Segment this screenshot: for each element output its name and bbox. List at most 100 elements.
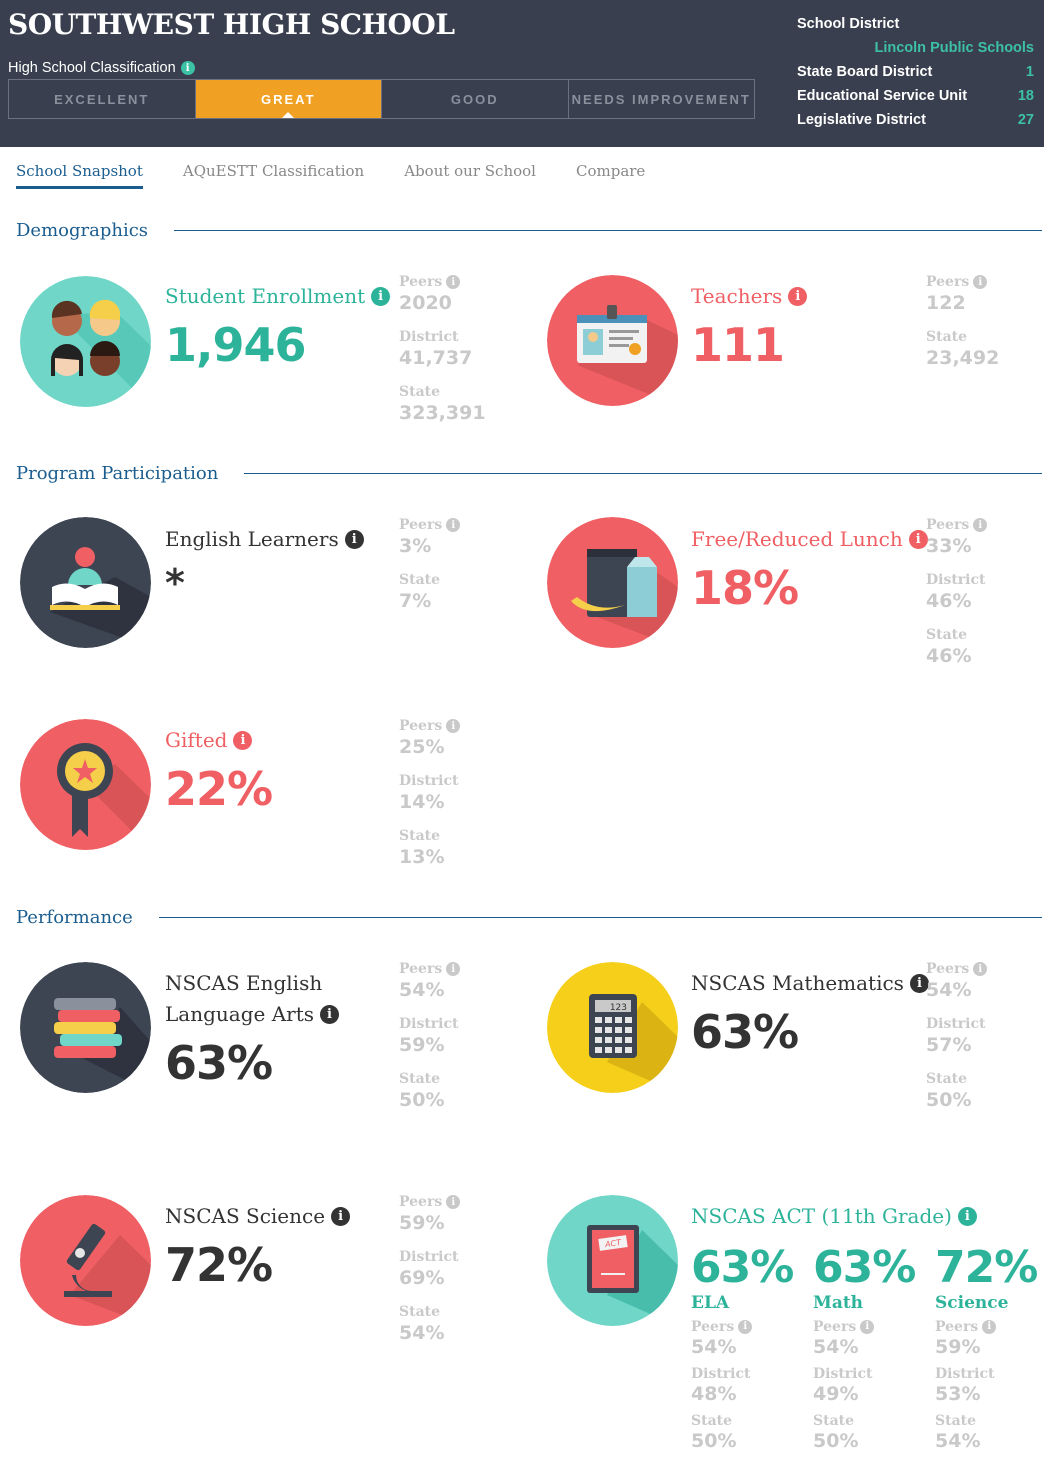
district-info-value: 27 [1017,112,1034,128]
info-icon[interactable]: i [344,530,364,549]
district-info-value: 1 [1025,64,1034,80]
info-icon[interactable]: i [446,1195,461,1209]
district-info-row: State Board District 1 [797,60,1034,84]
comparison-label: State [691,1412,733,1429]
info-icon[interactable]: i [738,1319,753,1334]
card-title-text: NSCAS Science [165,1204,326,1228]
comparison-value: 54% [691,1336,737,1358]
comparison-label: Peers i [399,515,461,535]
gifted-value: 22% [165,762,273,816]
info-icon[interactable]: i [860,1319,875,1334]
comparison-label: District [399,1016,459,1032]
info-icon[interactable]: i [788,287,808,306]
info-icon[interactable]: i [908,530,928,549]
comparison-value: 14% [399,791,445,813]
tab-aquestt-classification[interactable]: AQuESTT Classification [182,162,365,180]
comparison-label: District [399,1249,459,1265]
comparison-value: 49% [813,1383,859,1405]
classification-needs-improvement[interactable]: NEEDS IMPROVEMENT [571,91,751,107]
comparison-label: State [399,828,441,844]
comparison-label: Peers i [399,959,461,979]
comparison-value: 13% [399,846,445,868]
info-icon[interactable]: i [982,1319,997,1334]
act-test-icon: ACT [547,1195,678,1326]
teachers-comparisons: Peers i 122 State 23,492 [926,272,999,382]
card-title-enrollment: Student Enrollment i [165,281,391,312]
tab-about-our-school[interactable]: About our School [404,162,536,180]
info-icon[interactable]: i [973,275,988,289]
district-info-row: Legislative District 27 [797,108,1034,132]
info-icon[interactable]: i [233,731,253,750]
info-icon[interactable]: i [371,287,391,306]
comparison-value: 41,737 [399,347,473,369]
card-title-text: English Learners [165,527,339,551]
district-info-label: State Board District [797,64,933,80]
card-title-gifted: Gifted i [165,725,253,756]
comparison-value: 50% [813,1430,859,1452]
enrollment-comparisons: Peers i 2020 District 41,737 State 323,39… [399,272,486,437]
comparison-label: Peers i [399,272,486,292]
comparison-label: Peers i [926,515,988,535]
comparison-value: 54% [813,1336,859,1358]
card-title-text: Free/Reduced Lunch [691,527,903,551]
info-icon[interactable]: i [973,962,988,976]
card-title-line: Language Arts i [165,999,339,1030]
comparison-label: District [926,1016,986,1032]
card-title-act: NSCAS ACT (11th Grade) i [691,1201,977,1232]
comparison-value: 2020 [399,292,452,314]
id-badge-icon [547,275,678,406]
info-icon[interactable]: i [446,518,461,532]
comparison-label-text: Peers [935,1318,979,1335]
comparison-value: 59% [399,1212,445,1234]
enrollment-value: 1,946 [165,318,307,372]
classification-excellent[interactable]: EXCELLENT [9,80,196,118]
tab-bar: School Snapshot AQuESTT Classification A… [16,162,645,189]
comparison-value: 46% [926,590,972,612]
lunch-comparisons: Peers i 33% District 46% State 46% [926,515,988,680]
comparison-value: 50% [691,1430,737,1452]
comparison-value: 57% [926,1034,972,1056]
comparison-label-text: Peers [399,961,443,977]
comparison-value: 48% [691,1383,737,1405]
classification-good[interactable]: GOOD [382,80,569,118]
classification-great[interactable]: GREAT [195,80,382,118]
comparison-label: Peers i [926,272,999,292]
section-divider [244,473,1042,474]
info-icon[interactable]: i [446,719,461,733]
act-value: 63% [691,1242,794,1293]
section-title: Demographics [16,220,149,241]
act-column-science: 72% Science Peers i 59% District 53% Stat… [935,1243,1038,1458]
classification-label: High School Classification i [8,60,195,76]
comparison-value: 54% [926,979,972,1001]
district-info-row: Lincoln Public Schools [797,36,1034,60]
comparison-value: 54% [935,1430,981,1452]
info-icon[interactable]: i [180,61,195,75]
comparison-value: 3% [399,535,432,557]
card-title-ela: NSCAS English Language Arts i [165,968,339,1030]
comparison-label-text: Peers [399,718,443,734]
info-icon[interactable]: i [331,1207,351,1226]
card-title-math: NSCAS Mathematics i [691,968,929,999]
info-icon[interactable]: i [957,1207,977,1226]
reading-book-icon [20,517,151,648]
comparison-value: 46% [926,645,972,667]
tab-compare[interactable]: Compare [575,162,646,180]
act-badge-text: ACT [604,1238,623,1249]
comparison-label-text: Peers [926,517,970,533]
comparison-label: Peers i [399,1192,461,1212]
classification-bar: EXCELLENT GREAT GOOD NEEDS IMPROVEMENT [8,79,755,119]
info-icon[interactable]: i [320,1005,339,1024]
comparison-label-text: Peers [813,1318,857,1335]
info-icon[interactable]: i [446,275,461,289]
comparison-label-text: Peers [926,274,970,290]
comparison-label-text: Peers [399,517,443,533]
info-icon[interactable]: i [973,518,988,532]
comparison-value: 50% [399,1089,445,1111]
comparison-label: District [399,773,459,789]
district-info-row: Educational Service Unit 18 [797,84,1034,108]
info-icon[interactable]: i [446,962,461,976]
info-icon[interactable]: i [909,974,929,993]
comparison-label: Peers i [935,1317,1037,1336]
tab-school-snapshot[interactable]: School Snapshot [16,162,143,189]
comparison-label: Peers i [399,716,461,736]
